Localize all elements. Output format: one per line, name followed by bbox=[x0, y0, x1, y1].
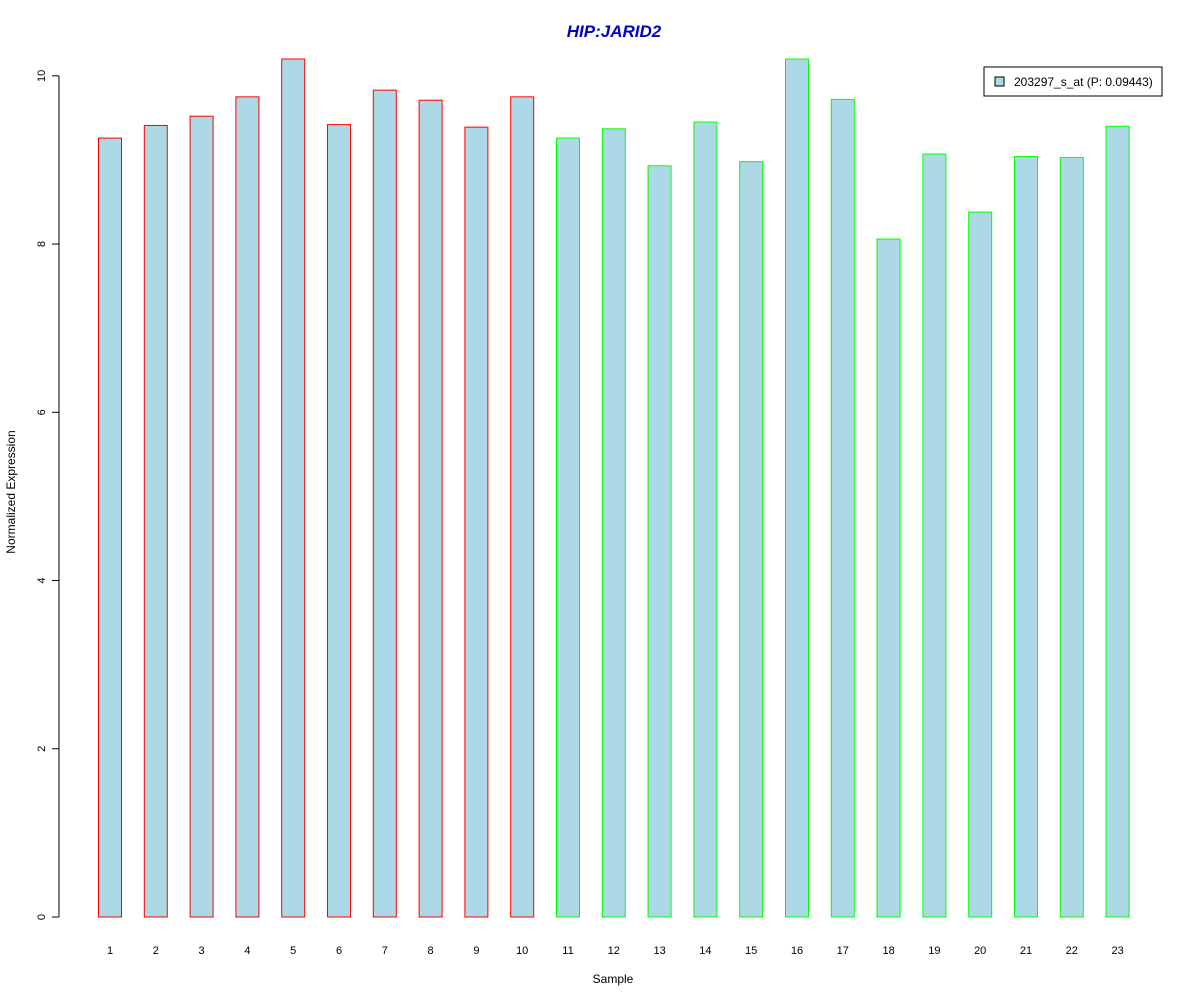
x-tick-label: 5 bbox=[290, 945, 296, 957]
bar-sample-9 bbox=[464, 126, 489, 918]
legend: 203297_s_at (P: 0.09443) bbox=[983, 66, 1163, 97]
bar-sample-15 bbox=[739, 161, 764, 918]
chart-title: HIP:JARID2 bbox=[567, 22, 662, 41]
x-tick-label: 6 bbox=[336, 945, 342, 957]
bar-sample-11 bbox=[556, 137, 580, 918]
y-tick-label: 4 bbox=[36, 577, 48, 583]
y-axis-label: Normalized Expression bbox=[4, 430, 18, 553]
bars-group bbox=[98, 58, 1130, 918]
y-tick-label: 10 bbox=[36, 70, 48, 82]
bar-sample-5 bbox=[281, 58, 306, 918]
x-tick-label: 14 bbox=[699, 945, 711, 957]
legend-swatch bbox=[994, 76, 1005, 87]
x-tick-label: 16 bbox=[791, 945, 803, 957]
x-axis-label: Sample bbox=[593, 972, 634, 986]
bar-sample-12 bbox=[601, 128, 626, 918]
bar-sample-13 bbox=[647, 165, 672, 918]
x-tick-label: 10 bbox=[516, 945, 528, 957]
bar-sample-6 bbox=[327, 124, 351, 918]
y-axis: 0 2 4 6 8 10 bbox=[36, 70, 60, 920]
x-tick-label: 22 bbox=[1066, 945, 1078, 957]
bar-sample-21 bbox=[1014, 156, 1038, 918]
x-tick-labels: 1 2 3 4 5 6 7 8 9 10 11 12 13 14 15 16 17 18 19 20 21 22 23 bbox=[107, 945, 1124, 957]
legend-label: 203297_s_at (P: 0.09443) bbox=[1014, 75, 1153, 89]
legend-box bbox=[983, 66, 1163, 97]
bar-sample-23 bbox=[1105, 125, 1130, 918]
y-tick-label: 8 bbox=[36, 241, 48, 247]
x-tick-label: 23 bbox=[1111, 945, 1123, 957]
x-tick-label: 11 bbox=[562, 945, 573, 957]
x-tick-label: 19 bbox=[928, 945, 940, 957]
x-tick-label: 3 bbox=[199, 945, 205, 957]
x-tick-label: 7 bbox=[382, 945, 388, 957]
x-tick-label: 1 bbox=[107, 945, 113, 957]
x-tick-label: 18 bbox=[882, 945, 894, 957]
bar-sample-4 bbox=[235, 96, 260, 918]
y-tick-label: 2 bbox=[36, 746, 48, 752]
y-tick-label: 0 bbox=[36, 914, 48, 920]
x-tick-label: 8 bbox=[428, 945, 434, 957]
x-tick-label: 15 bbox=[745, 945, 757, 957]
bar-sample-1 bbox=[98, 137, 122, 918]
x-tick-label: 13 bbox=[653, 945, 665, 957]
x-tick-label: 20 bbox=[974, 945, 986, 957]
bar-sample-19 bbox=[922, 153, 947, 918]
x-tick-label: 9 bbox=[473, 945, 479, 957]
x-tick-label: 4 bbox=[244, 945, 250, 957]
bar-sample-14 bbox=[693, 121, 718, 918]
bar-sample-10 bbox=[510, 96, 535, 918]
x-tick-label: 12 bbox=[608, 945, 620, 957]
bar-sample-16 bbox=[785, 58, 809, 918]
bar-sample-2 bbox=[143, 124, 168, 918]
bar-sample-8 bbox=[418, 99, 443, 918]
bar-sample-7 bbox=[372, 89, 397, 918]
x-tick-label: 2 bbox=[153, 945, 159, 957]
x-tick-label: 21 bbox=[1020, 945, 1032, 957]
y-tick-label: 6 bbox=[36, 409, 48, 415]
bar-sample-18 bbox=[876, 238, 901, 918]
bar-sample-17 bbox=[830, 98, 855, 918]
bar-sample-20 bbox=[968, 211, 993, 918]
bar-sample-3 bbox=[189, 115, 214, 918]
x-tick-label: 17 bbox=[837, 945, 849, 957]
bar-sample-22 bbox=[1059, 156, 1084, 918]
